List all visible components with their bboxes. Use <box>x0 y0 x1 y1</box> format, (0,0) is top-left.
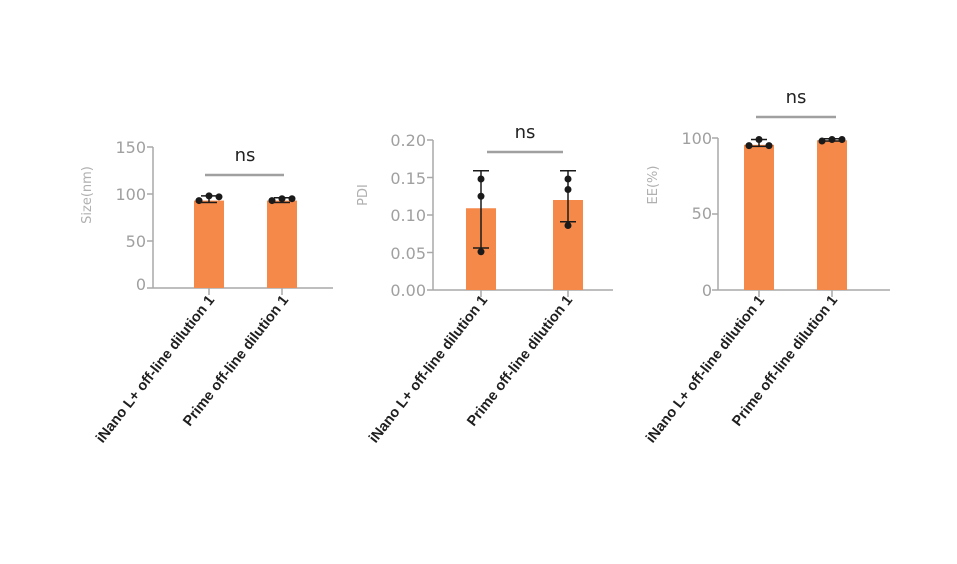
y-tick-label-pdi-3: 0.15 <box>390 169 426 188</box>
y-axis-label-pdi: PDI <box>356 184 371 206</box>
data-point-pdi-1-1 <box>564 186 572 193</box>
data-point-size-0-2 <box>215 193 223 201</box>
data-point-size-0-0 <box>195 197 203 205</box>
y-tick-label-pdi-4: 0.20 <box>390 131 426 150</box>
bar-ee-0 <box>744 144 774 290</box>
y-tick-label-pdi-0: 0.00 <box>390 281 426 300</box>
data-point-pdi-0-0 <box>477 248 485 256</box>
category-label-size-0: iNano L+ off-line dilution 1 <box>93 293 218 447</box>
y-tick-label-size-3: 150 <box>115 138 146 157</box>
y-tick-label-size-1: 50 <box>126 232 146 251</box>
data-point-ee-0-2 <box>765 142 773 150</box>
data-point-pdi-0-2 <box>477 175 485 183</box>
data-point-size-1-0 <box>268 197 276 205</box>
data-point-ee-1-1 <box>828 136 836 144</box>
data-point-size-1-1 <box>278 195 286 203</box>
y-tick-label-pdi-2: 0.10 <box>390 206 426 225</box>
y-tick-label-ee-1: 50 <box>692 204 712 223</box>
significance-label-size: ns <box>235 145 256 166</box>
category-label-ee-0: iNano L+ off-line dilution 1 <box>643 293 768 447</box>
data-point-size-1-2 <box>288 195 296 203</box>
y-tick-label-size-0: 0 <box>136 275 146 294</box>
bar-size-1 <box>267 200 297 288</box>
panel-size: Size(nm) 0 50 100 150 ns iNano L+ off-li… <box>80 138 292 446</box>
chart-marks <box>147 115 890 297</box>
y-axis-label-size: Size(nm) <box>80 166 95 224</box>
panel-ee: EE(%) 0 50 100 ns iNano L+ off-line dilu… <box>643 87 841 446</box>
bar-size-0 <box>194 200 224 288</box>
data-point-size-0-1 <box>205 192 213 200</box>
y-tick-label-pdi-1: 0.05 <box>390 244 426 263</box>
data-point-ee-1-0 <box>818 137 826 145</box>
data-point-ee-0-0 <box>745 142 753 150</box>
data-point-ee-0-1 <box>755 136 763 144</box>
data-point-pdi-1-2 <box>564 175 572 183</box>
y-axis-label-ee: EE(%) <box>646 166 661 205</box>
significance-label-pdi: ns <box>515 122 536 143</box>
y-tick-label-size-2: 100 <box>115 185 146 204</box>
data-point-ee-1-2 <box>838 136 846 144</box>
data-point-pdi-0-1 <box>477 192 485 200</box>
y-tick-label-ee-2: 100 <box>681 129 712 148</box>
y-tick-label-ee-0: 0 <box>702 281 712 300</box>
data-point-pdi-1-0 <box>564 222 572 229</box>
significance-label-ee: ns <box>786 87 807 108</box>
bar-ee-1 <box>817 140 847 290</box>
